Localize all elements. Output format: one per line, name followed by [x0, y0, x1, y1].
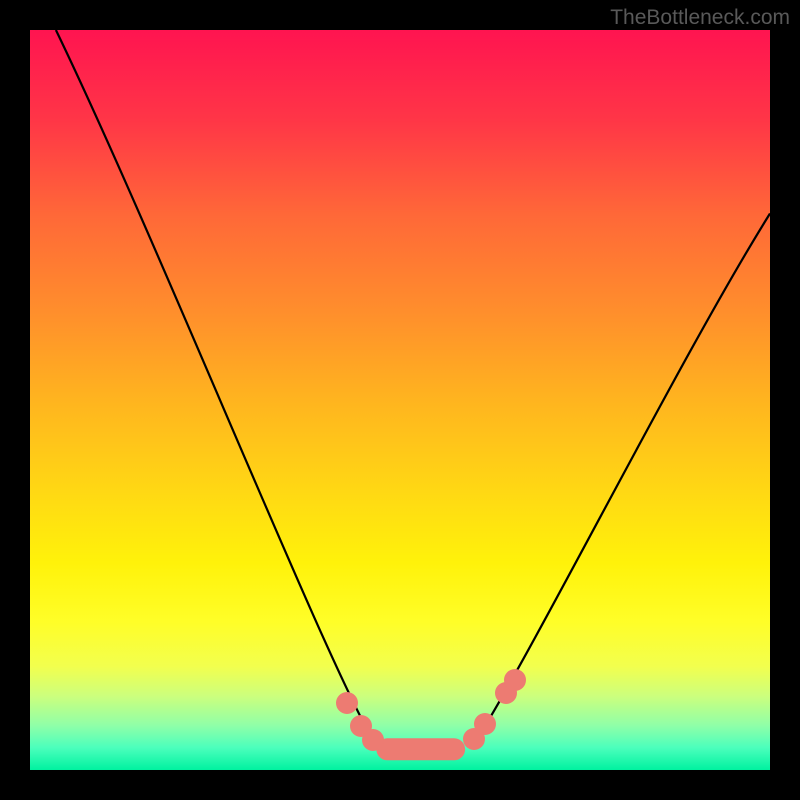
data-marker [504, 669, 526, 691]
data-marker [474, 713, 496, 735]
marker-layer [30, 30, 770, 770]
plot-area [30, 30, 770, 770]
data-marker [336, 692, 358, 714]
watermark-text: TheBottleneck.com [610, 6, 790, 30]
data-marker [362, 729, 384, 751]
